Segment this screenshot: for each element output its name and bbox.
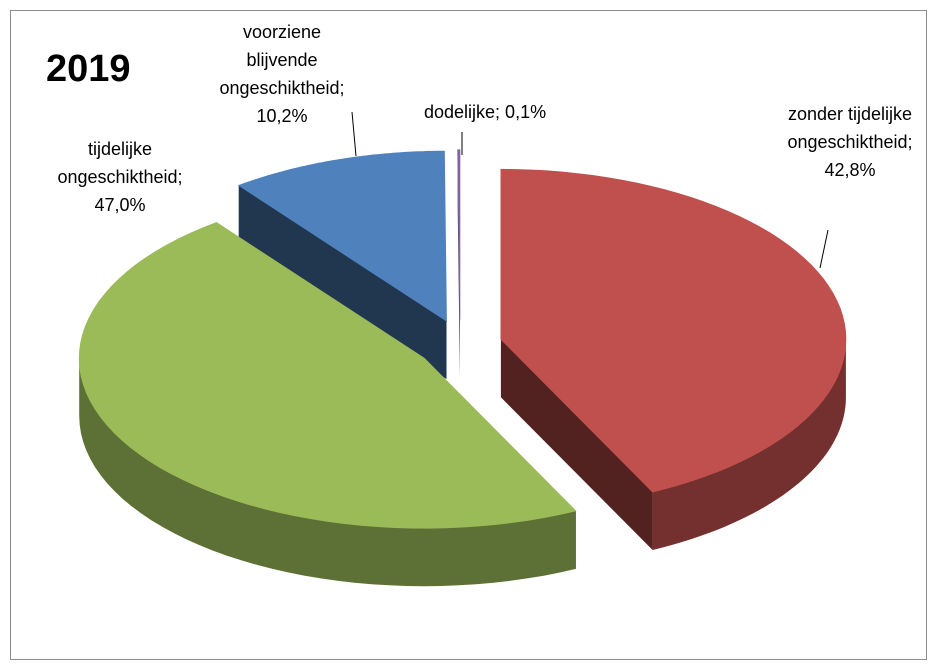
slice-wall [238, 185, 447, 380]
slice [500, 168, 847, 493]
data-label: dodelijke; 0,1% [424, 102, 547, 122]
leader-line [819, 229, 829, 269]
data-label: zonder tijdelijke ongeschiktheid; 42,8% [787, 104, 913, 180]
chart-title: 2019 [46, 48, 131, 90]
data-label: voorziene blijvende ongeschiktheid; 10,2… [219, 22, 345, 126]
slice-wall [500, 339, 653, 550]
slice [78, 222, 577, 529]
leader-line [351, 111, 357, 157]
data-label: tijdelijke ongeschiktheid; 47,0% [57, 139, 183, 215]
slice [457, 149, 461, 320]
slice [237, 150, 447, 322]
slice-side [652, 339, 846, 550]
slice-side [79, 358, 576, 587]
chart-frame [10, 10, 927, 660]
